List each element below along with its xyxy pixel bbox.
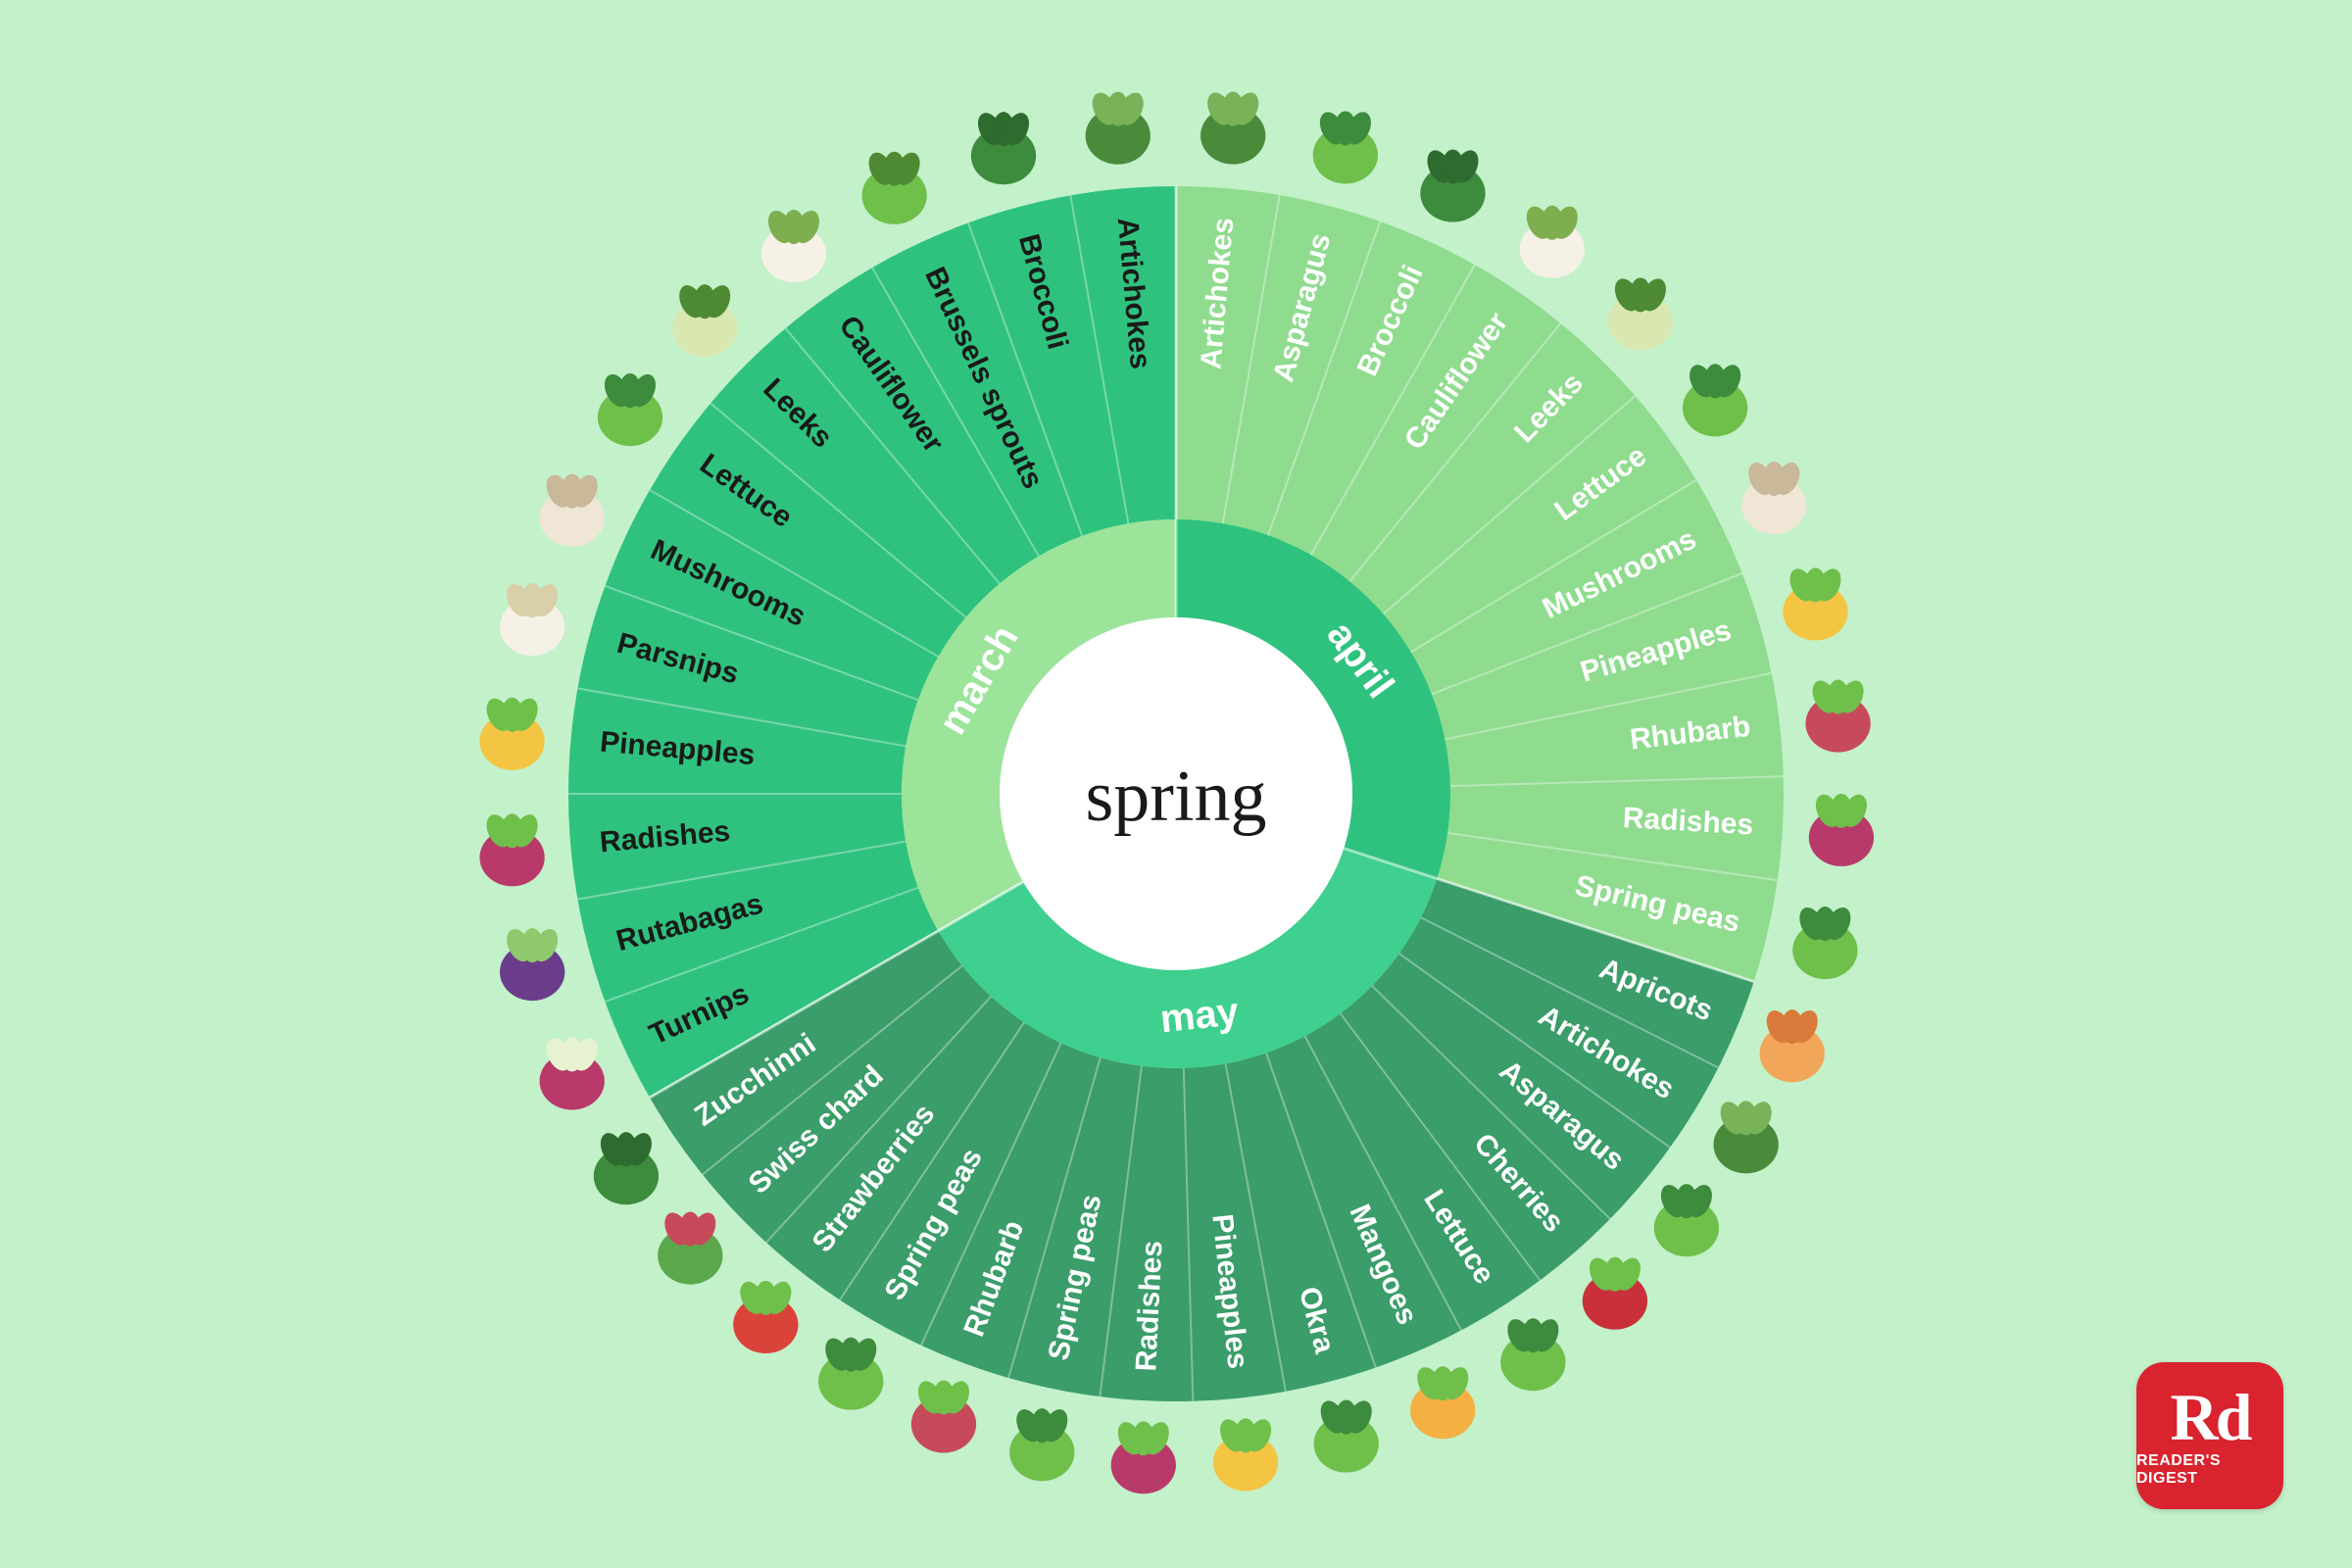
brand-initials: Rd [2171,1384,2250,1450]
produce-icon-april-9 [1809,791,1874,866]
produce-icon-may-5 [1410,1363,1475,1439]
produce-icon-march-2 [861,149,926,224]
produce-icon-may-1 [1713,1098,1778,1173]
produce-icon-march-4 [672,281,737,357]
infographic-stage: ArtichokesBroccoliBrussels sproutsCaulif… [0,0,2352,1568]
produce-icon-april-1 [1313,108,1378,183]
produce-icon-may-2 [1654,1181,1719,1256]
produce-icon-may-10 [911,1377,976,1452]
produce-icon-april-3 [1520,203,1585,278]
produce-icon-april-5 [1683,361,1747,436]
produce-icon-april-10 [1792,904,1857,979]
produce-label-may-8: Radishes [1130,1240,1168,1372]
produce-icon-may-9 [1009,1405,1074,1481]
produce-icon-april-4 [1608,274,1673,350]
produce-icon-april-6 [1741,459,1806,534]
brand-badge: Rd READER'S DIGEST [2136,1362,2283,1509]
produce-icon-march-3 [761,207,826,282]
produce-icon-march-10 [500,925,564,1001]
center-label: spring [1086,757,1267,837]
produce-icon-may-8 [1111,1418,1176,1494]
produce-icon-may-3 [1583,1254,1647,1330]
month-label-may: may [1158,990,1242,1041]
produce-icon-april-7 [1783,564,1847,640]
produce-icon-april-2 [1420,146,1485,221]
produce-icon-march-8 [479,695,544,770]
produce-icon-march-5 [598,370,662,446]
produce-icon-march-11 [540,1034,605,1109]
produce-icon-march-9 [479,810,544,886]
produce-icon-may-7 [1213,1415,1278,1491]
produce-icon-may-12 [733,1278,798,1353]
produce-icon-may-13 [658,1209,722,1285]
brand-subtitle: READER'S DIGEST [2136,1452,2283,1488]
produce-icon-march-0 [1086,89,1151,165]
produce-icon-march-7 [500,580,564,656]
seasonal-produce-wheel: ArtichokesBroccoliBrussels sproutsCaulif… [0,0,2352,1568]
produce-icon-april-0 [1200,89,1265,165]
produce-icon-may-0 [1760,1006,1825,1082]
produce-icon-march-1 [971,109,1036,184]
produce-icon-april-8 [1805,677,1870,753]
produce-icon-may-14 [594,1129,659,1204]
produce-icon-march-6 [540,471,605,547]
produce-icon-may-11 [818,1335,883,1410]
produce-icon-may-4 [1500,1315,1565,1391]
produce-icon-may-6 [1314,1396,1379,1472]
